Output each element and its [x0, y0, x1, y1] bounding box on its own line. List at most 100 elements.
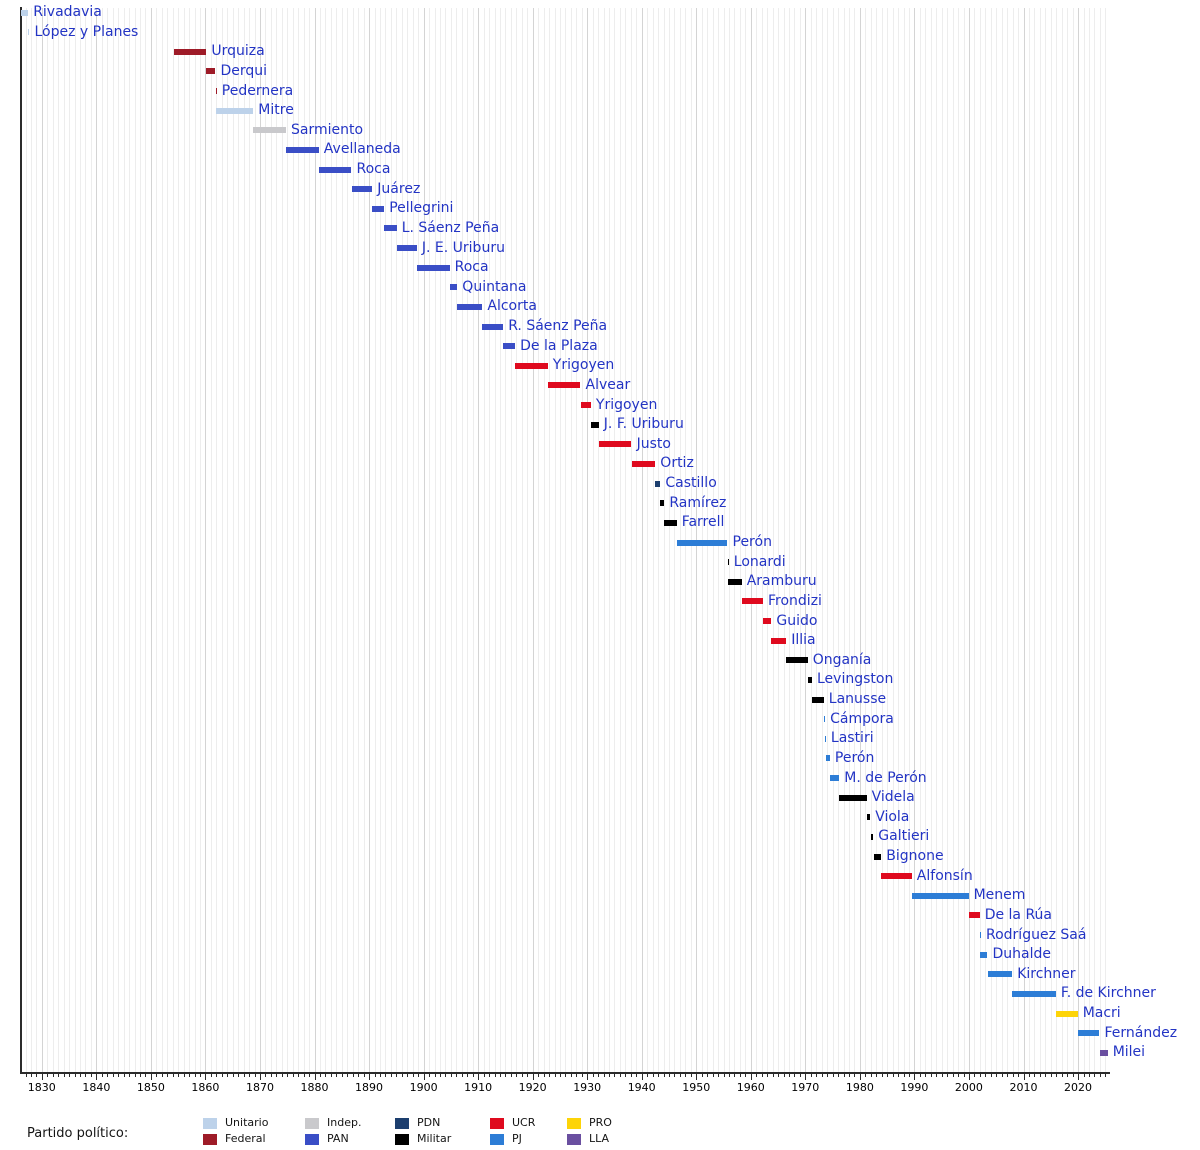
president-label[interactable]: Pellegrini	[389, 200, 454, 217]
president-label[interactable]: Avellaneda	[323, 141, 401, 158]
x-axis-tick	[101, 1074, 103, 1077]
gridline-year	[865, 8, 867, 1072]
president-label[interactable]: Macri	[1082, 1005, 1121, 1021]
x-axis-tick	[679, 1074, 681, 1077]
gridline-year	[772, 8, 774, 1072]
president-label[interactable]: Sarmiento	[291, 121, 364, 138]
term-bar	[979, 951, 988, 958]
president-label[interactable]: Yrigoyen	[552, 357, 615, 374]
president-label[interactable]: Quintana	[462, 278, 527, 295]
president-label[interactable]: Perón	[732, 534, 772, 550]
x-axis-tick-label: 1880	[300, 1081, 329, 1094]
president-label[interactable]: Alvear	[585, 376, 631, 393]
president-label[interactable]: Fernández	[1104, 1024, 1178, 1041]
president-label[interactable]: Duhalde	[992, 946, 1052, 963]
president-label[interactable]: Alfonsín	[916, 867, 973, 884]
president-label[interactable]: Farrell	[681, 514, 725, 531]
president-label[interactable]: Lanusse	[828, 691, 887, 707]
president-label[interactable]: Yrigoyen	[595, 396, 658, 413]
x-axis-tick	[859, 1074, 861, 1080]
president-label[interactable]: Levingston	[817, 671, 894, 688]
president-label[interactable]: Bignone	[886, 848, 944, 864]
president-label[interactable]: Perón	[834, 749, 875, 766]
gridline-year	[118, 8, 120, 1072]
president-label[interactable]: Ramírez	[669, 494, 727, 511]
gridline-year	[1007, 8, 1009, 1072]
gridline-year	[592, 8, 594, 1072]
x-axis-tick	[1088, 1074, 1090, 1077]
gridline-decade	[314, 8, 316, 1072]
gridline-year	[925, 8, 927, 1072]
x-axis-tick	[249, 1074, 251, 1077]
x-axis-tick	[1056, 1074, 1058, 1077]
gridline-year	[767, 8, 769, 1072]
x-axis-tick	[914, 1074, 916, 1080]
president-label[interactable]: J. F. Uriburu	[603, 416, 684, 433]
president-label[interactable]: Galtieri	[878, 828, 930, 845]
x-axis-tick	[750, 1074, 752, 1080]
x-axis-tick	[854, 1074, 856, 1077]
president-label[interactable]: Videla	[871, 789, 915, 806]
president-label[interactable]: M. de Perón	[844, 769, 927, 786]
gridline-year	[418, 8, 420, 1072]
president-label[interactable]: Rodríguez Saá	[986, 926, 1087, 943]
gridline-year	[467, 8, 469, 1072]
x-axis-tick	[734, 1074, 736, 1077]
president-label[interactable]: F. de Kirchner	[1060, 985, 1156, 1002]
president-label[interactable]: Rivadavia	[33, 4, 102, 20]
gridline-year	[958, 8, 959, 1072]
president-label[interactable]: De la Plaza	[520, 337, 598, 354]
x-axis-tick	[554, 1074, 556, 1077]
x-axis-tick	[401, 1074, 403, 1077]
president-label[interactable]: Menem	[973, 887, 1026, 904]
x-axis-tick	[647, 1074, 649, 1077]
gridline-year	[549, 8, 550, 1072]
x-axis-tick	[30, 1074, 32, 1077]
president-label[interactable]: Lastiri	[830, 730, 874, 747]
president-label[interactable]: Frondizi	[768, 592, 822, 609]
president-label[interactable]: De la Rúa	[984, 906, 1053, 923]
gridline-year	[543, 8, 545, 1072]
x-axis-tick	[439, 1074, 441, 1077]
president-label[interactable]: Guido	[776, 612, 818, 629]
gridline-year	[489, 8, 490, 1072]
gridline-year	[930, 8, 932, 1072]
gridline-decade	[968, 8, 970, 1072]
x-axis-tick	[516, 1074, 518, 1077]
president-label[interactable]: Cámpora	[830, 710, 894, 727]
president-label[interactable]: Viola	[875, 808, 910, 825]
term-bar	[372, 205, 385, 212]
x-axis-tick	[210, 1074, 212, 1077]
president-label[interactable]: Milei	[1112, 1044, 1146, 1061]
president-label[interactable]: R. Sáenz Peña	[508, 318, 608, 334]
president-label[interactable]: Aramburu	[746, 573, 817, 590]
president-label[interactable]: Lonardi	[733, 553, 786, 570]
president-label[interactable]: Roca	[454, 259, 489, 276]
gridline-year	[647, 8, 649, 1072]
gridline-year	[80, 8, 81, 1072]
president-label[interactable]: Urquiza	[211, 43, 265, 60]
gridline-year	[325, 8, 327, 1072]
president-label[interactable]: López y Planes	[34, 23, 139, 40]
president-label[interactable]: Roca	[356, 161, 391, 177]
x-axis-tick	[276, 1074, 278, 1077]
president-label[interactable]: Kirchner	[1017, 965, 1076, 982]
president-label[interactable]: Onganía	[812, 651, 872, 668]
term-bar	[384, 225, 397, 232]
x-axis-tick	[330, 1074, 332, 1077]
x-axis-tick	[1034, 1074, 1036, 1077]
president-label[interactable]: Alcorta	[487, 298, 537, 315]
president-label[interactable]: Castillo	[665, 475, 717, 492]
president-label[interactable]: Mitre	[258, 102, 294, 119]
president-label[interactable]: Illia	[791, 632, 816, 649]
president-label[interactable]: Derqui	[220, 62, 268, 79]
president-label[interactable]: Pedernera	[221, 82, 294, 99]
president-label[interactable]: L. Sáenz Peña	[401, 219, 500, 236]
president-label[interactable]: Justo	[636, 435, 671, 452]
x-axis-tick	[1023, 1074, 1025, 1080]
president-label[interactable]: J. E. Uriburu	[421, 239, 505, 256]
x-axis-tick	[445, 1074, 447, 1077]
president-label[interactable]: Ortiz	[660, 455, 694, 472]
x-axis-tick	[843, 1074, 845, 1077]
president-label[interactable]: Juárez	[377, 180, 421, 197]
